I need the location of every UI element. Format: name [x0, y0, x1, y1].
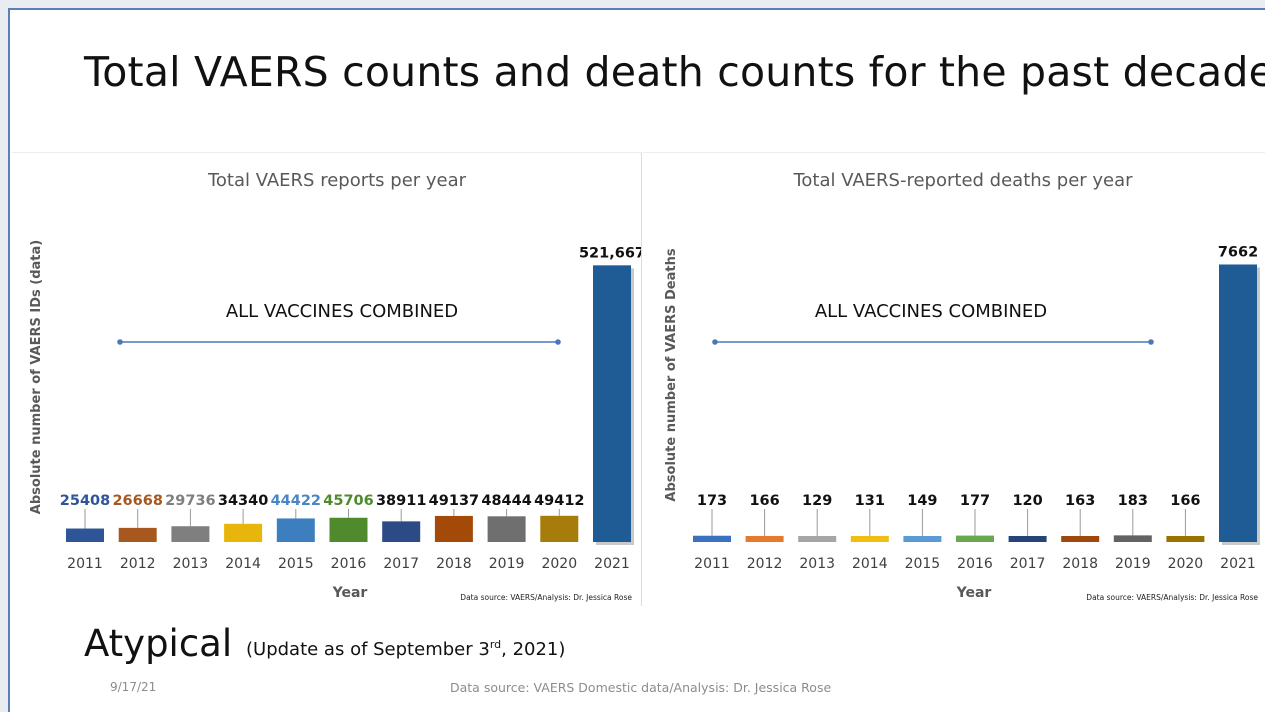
- data-label: 177: [960, 493, 990, 509]
- slide-title: Total VAERS counts and death counts for …: [84, 48, 1265, 96]
- chart-source-note: Data source: VAERS/Analysis: Dr. Jessica…: [460, 593, 632, 602]
- data-label: 49412: [534, 493, 584, 509]
- x-tick-label: 2020: [541, 556, 577, 572]
- footer-update-note: (Update as of September 3rd, 2021): [246, 638, 565, 660]
- annotation-span-end: [555, 339, 561, 345]
- x-tick-label: 2016: [957, 556, 993, 572]
- x-tick-label: 2019: [1115, 556, 1151, 572]
- chart-title: Total VAERS reports per year: [207, 170, 467, 191]
- x-tick-label: 2017: [383, 556, 419, 572]
- bar: [1113, 535, 1152, 542]
- update-prefix: (Update as of September 3: [246, 639, 490, 660]
- data-label: 129: [802, 493, 832, 509]
- bar: [850, 536, 889, 542]
- bar: [540, 515, 579, 542]
- x-tick-label: 2011: [694, 556, 730, 572]
- bar: [693, 535, 731, 542]
- x-tick-label: 2015: [905, 556, 941, 572]
- bar: [171, 526, 210, 542]
- y-axis-label: Absolute number of VAERS IDs (data): [29, 240, 44, 514]
- x-tick-label: 2017: [1010, 556, 1046, 572]
- update-sup: rd: [489, 638, 502, 651]
- reports-chart: Total VAERS reports per year Absolute num…: [29, 170, 641, 602]
- annotation-all-vaccines: ALL VACCINES COMBINED: [815, 301, 1047, 322]
- x-axis-label: Year: [956, 585, 992, 601]
- bar: [903, 536, 942, 542]
- footer-heading: Atypical: [84, 622, 233, 665]
- chart-panel-deaths: Total VAERS-reported deaths per year Abso…: [643, 152, 1265, 606]
- data-label: 120: [1012, 493, 1042, 509]
- chart-panel-reports: Total VAERS reports per year Absolute num…: [12, 152, 642, 606]
- data-label: 131: [855, 493, 885, 509]
- data-label: 48444: [481, 493, 531, 509]
- y-axis-label: Absolute number of VAERS Deaths: [664, 248, 679, 501]
- x-tick-label: 2013: [173, 556, 209, 572]
- x-tick-label: 2018: [436, 556, 472, 572]
- data-label: 7662: [1218, 244, 1258, 260]
- annotation-span-end: [1148, 339, 1154, 345]
- data-label: 166: [749, 493, 779, 509]
- x-tick-label: 2021: [1220, 556, 1256, 572]
- x-tick-label: 2012: [747, 556, 783, 572]
- bar: [1219, 264, 1257, 542]
- bar: [1008, 536, 1047, 542]
- data-label: 163: [1065, 493, 1095, 509]
- data-label: 44422: [271, 493, 321, 509]
- x-tick-label: 2013: [799, 556, 835, 572]
- data-label: 183: [1118, 493, 1148, 509]
- annotation-all-vaccines: ALL VACCINES COMBINED: [226, 301, 458, 322]
- bar: [1166, 535, 1205, 542]
- slide: Total VAERS counts and death counts for …: [8, 8, 1265, 712]
- deaths-chart: Total VAERS-reported deaths per year Abso…: [664, 170, 1260, 602]
- bar: [224, 523, 263, 542]
- bar: [382, 521, 421, 542]
- x-tick-label: 2019: [489, 556, 525, 572]
- bar: [798, 536, 837, 542]
- footer-data-source: Data source: VAERS Domestic data/Analysi…: [450, 680, 832, 695]
- data-label: 149: [907, 493, 937, 509]
- x-tick-label: 2014: [225, 556, 261, 572]
- data-label: 25408: [60, 493, 110, 509]
- data-label: 521,667: [579, 245, 641, 261]
- bar: [487, 516, 526, 542]
- bar: [276, 518, 315, 542]
- bar: [434, 515, 473, 542]
- data-label: 34340: [218, 493, 268, 509]
- slide-date: 9/17/21: [110, 680, 157, 694]
- data-label: 49137: [429, 493, 479, 509]
- update-suffix: , 2021): [501, 639, 566, 660]
- data-label: 38911: [376, 493, 426, 509]
- data-label: 45706: [323, 493, 373, 509]
- bar: [956, 535, 994, 542]
- x-tick-label: 2014: [852, 556, 888, 572]
- x-tick-label: 2016: [331, 556, 367, 572]
- bar: [66, 528, 104, 542]
- bar: [745, 535, 784, 542]
- x-tick-label: 2018: [1062, 556, 1098, 572]
- x-axis-label: Year: [332, 585, 368, 601]
- chart-source-note: Data source: VAERS/Analysis: Dr. Jessica…: [1086, 593, 1258, 602]
- chart-title: Total VAERS-reported deaths per year: [792, 170, 1133, 191]
- x-tick-label: 2012: [120, 556, 156, 572]
- bar: [1061, 536, 1100, 542]
- annotation-span-end: [117, 339, 123, 345]
- bar: [329, 517, 368, 542]
- data-label: 26668: [112, 493, 162, 509]
- x-tick-label: 2021: [594, 556, 630, 572]
- x-tick-label: 2011: [67, 556, 103, 572]
- bar: [118, 527, 157, 542]
- x-tick-label: 2015: [278, 556, 314, 572]
- data-label: 173: [697, 493, 727, 509]
- data-label: 29736: [165, 493, 215, 509]
- annotation-span-end: [712, 339, 718, 345]
- data-label: 166: [1170, 493, 1200, 509]
- x-tick-label: 2020: [1168, 556, 1204, 572]
- bar: [593, 265, 631, 542]
